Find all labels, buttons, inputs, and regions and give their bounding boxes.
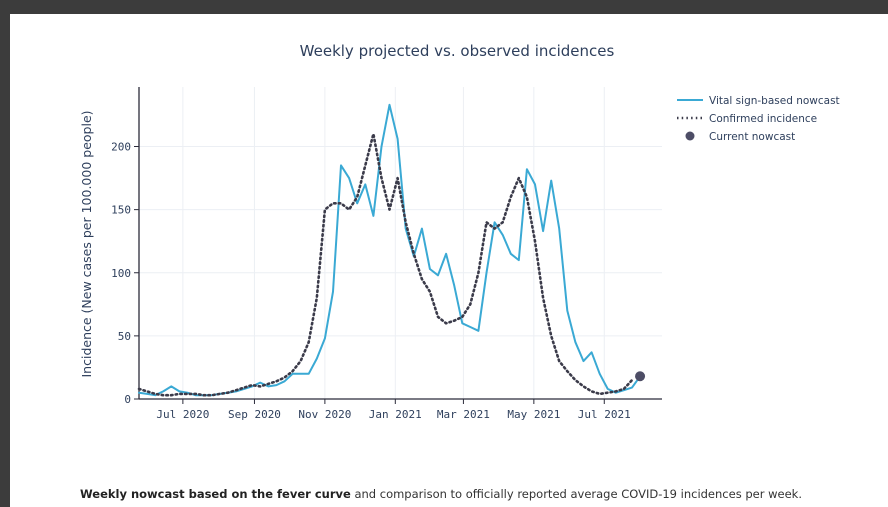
x-tick-label: Jan 2021 <box>369 408 422 421</box>
legend-label: Current nowcast <box>709 131 795 143</box>
y-tick-label: 0 <box>124 393 131 406</box>
figure-caption: Weekly nowcast based on the fever curve … <box>80 487 880 501</box>
chart-title: Weekly projected vs. observed incidences <box>300 42 615 60</box>
y-tick-label: 50 <box>118 330 131 343</box>
nowcast-line <box>138 103 642 397</box>
y-tick-label: 150 <box>111 204 131 217</box>
y-axis-label: Incidence (New cases per 100.000 people) <box>79 110 94 377</box>
series-layer <box>137 103 646 397</box>
legend: Vital sign-based nowcast Confirmed incide… <box>677 95 840 143</box>
window-left-bar <box>0 0 10 507</box>
grid <box>139 87 662 399</box>
y-ticks: 0 50 100 150 200 <box>111 141 139 406</box>
confirmed-incidence-line <box>137 132 634 397</box>
y-tick-label: 200 <box>111 141 131 154</box>
legend-marker <box>685 131 695 141</box>
window-top-bar <box>0 0 888 14</box>
axes <box>138 87 662 400</box>
current-nowcast-point <box>635 371 646 382</box>
y-tick-label: 100 <box>111 267 131 280</box>
x-tick-label: Jul 2020 <box>156 408 209 421</box>
caption-rest: and comparison to officially reported av… <box>350 487 802 501</box>
x-ticks: Jul 2020 Sep 2020 Nov 2020 Jan 2021 Mar 2021… <box>156 399 631 421</box>
x-tick-label: Mar 2021 <box>437 408 490 421</box>
x-tick-label: May 2021 <box>507 408 560 421</box>
x-tick-label: Nov 2020 <box>298 408 351 421</box>
incidence-chart: 0 50 100 150 200 Jul 2020 Sep 2020 Nov 2020 Jan… <box>79 42 840 421</box>
caption-bold: Weekly nowcast based on the fever curve <box>80 487 351 501</box>
x-tick-label: Jul 2021 <box>578 408 631 421</box>
x-tick-label: Sep 2020 <box>228 408 281 421</box>
legend-label: Vital sign-based nowcast <box>709 95 840 107</box>
legend-label: Confirmed incidence <box>709 113 817 125</box>
chart-panel <box>10 14 888 507</box>
